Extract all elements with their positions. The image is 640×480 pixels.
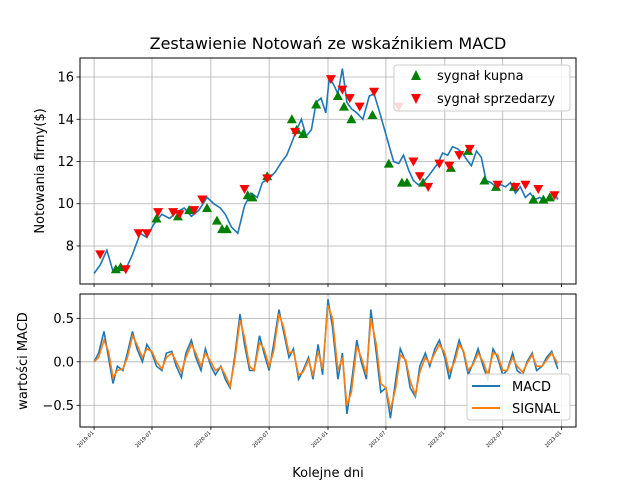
sell-signal-marker	[414, 172, 425, 182]
legend-sell-marker	[411, 94, 421, 104]
sell-signal-marker	[133, 229, 144, 239]
price-y-tick-label: 14	[57, 113, 74, 128]
sell-signal-marker	[434, 159, 445, 169]
buy-signal-marker	[202, 202, 213, 212]
legend-macd-label: MACD	[512, 380, 551, 395]
legend-buy-label: sygnał kupna	[437, 69, 524, 84]
buy-signal-marker	[383, 158, 394, 168]
sell-signal-marker	[290, 127, 301, 137]
buy-signal-marker	[346, 114, 357, 124]
buy-signal-marker	[221, 224, 232, 234]
price-x-gridlines	[93, 58, 562, 287]
price-y-axis-label: Notowania firmy($)	[33, 108, 48, 233]
macd-y-tick-label: 0.5	[53, 312, 74, 327]
price-axes-frame	[79, 57, 577, 285]
buy-signal-marker	[332, 91, 343, 101]
sell-signal-marker	[120, 265, 131, 275]
sell-signal-marker	[239, 184, 250, 194]
sell-signal-marker	[408, 157, 419, 167]
buy-signal-marker	[286, 114, 297, 124]
buy-signal-marker	[184, 205, 195, 215]
sell-signal-marker	[549, 191, 560, 201]
buy-signal-marker	[402, 177, 413, 187]
sell-signal-markers	[95, 75, 560, 275]
macd-y-tick-label: 0.0	[53, 355, 74, 370]
sell-signal-marker	[344, 94, 355, 104]
buy-signal-marker	[211, 215, 222, 225]
macd-x-gridlines	[93, 294, 562, 427]
buy-signal-marker	[544, 192, 555, 202]
sell-signal-marker	[262, 174, 273, 184]
price-y-tick-label: 12	[57, 155, 74, 170]
sell-signal-marker	[174, 210, 185, 220]
macd-legend: MACD SIGNAL	[466, 373, 571, 421]
macd-y-axis-label: wartości MACD	[16, 312, 31, 410]
macd-y-ticks: −0.5 0.0 0.5	[42, 312, 80, 414]
sell-signal-marker	[325, 75, 336, 85]
buy-signal-marker	[298, 129, 309, 139]
sell-signal-marker	[189, 206, 200, 216]
chart-title: Zestawienie Notowań ze wskaźnikiem MACD	[150, 34, 507, 53]
sell-signal-marker	[141, 229, 152, 239]
legend-signal-label: SIGNAL	[512, 402, 561, 417]
price-y-tick-label: 16	[57, 71, 74, 86]
sell-signal-marker	[492, 180, 503, 190]
macd-y-tick-label: −0.5	[42, 399, 74, 414]
legend-buy-marker	[411, 70, 421, 80]
signal-line	[93, 305, 559, 410]
sell-signal-marker	[423, 182, 434, 192]
price-legend: sygnał kupna sygnał sprzedarzy	[393, 64, 571, 112]
price-y-tick-label: 10	[57, 197, 74, 212]
buy-signal-marker	[528, 194, 539, 204]
sell-signal-marker	[510, 182, 521, 192]
buy-signal-marker	[367, 110, 378, 120]
sell-signal-marker	[464, 144, 475, 154]
legend-sell-label: sygnał sprzedarzy	[437, 92, 555, 107]
price-y-ticks: 8 10 12 14 16	[57, 71, 80, 254]
buy-signal-marker	[479, 175, 490, 185]
macd-axes-frame	[79, 293, 577, 428]
sell-signal-marker	[153, 208, 164, 218]
buy-signal-marker	[247, 192, 258, 202]
sell-signal-marker	[454, 151, 465, 161]
sell-signal-marker	[369, 87, 380, 97]
sell-signal-marker	[444, 161, 455, 171]
sell-signal-marker	[95, 250, 106, 260]
buy-signal-marker	[339, 101, 349, 111]
sell-signal-marker	[520, 180, 531, 190]
sell-signal-marker	[337, 85, 348, 95]
price-y-tick-label: 8	[66, 239, 74, 254]
sell-signal-marker	[533, 184, 544, 194]
x-axis-label: Kolejne dni	[292, 466, 364, 480]
price-line	[93, 68, 559, 274]
buy-signal-marker	[151, 213, 162, 223]
price-legend-box	[393, 64, 571, 112]
buy-signal-marker	[311, 99, 322, 109]
sell-signal-marker	[354, 102, 365, 112]
sell-signal-marker	[197, 195, 208, 205]
